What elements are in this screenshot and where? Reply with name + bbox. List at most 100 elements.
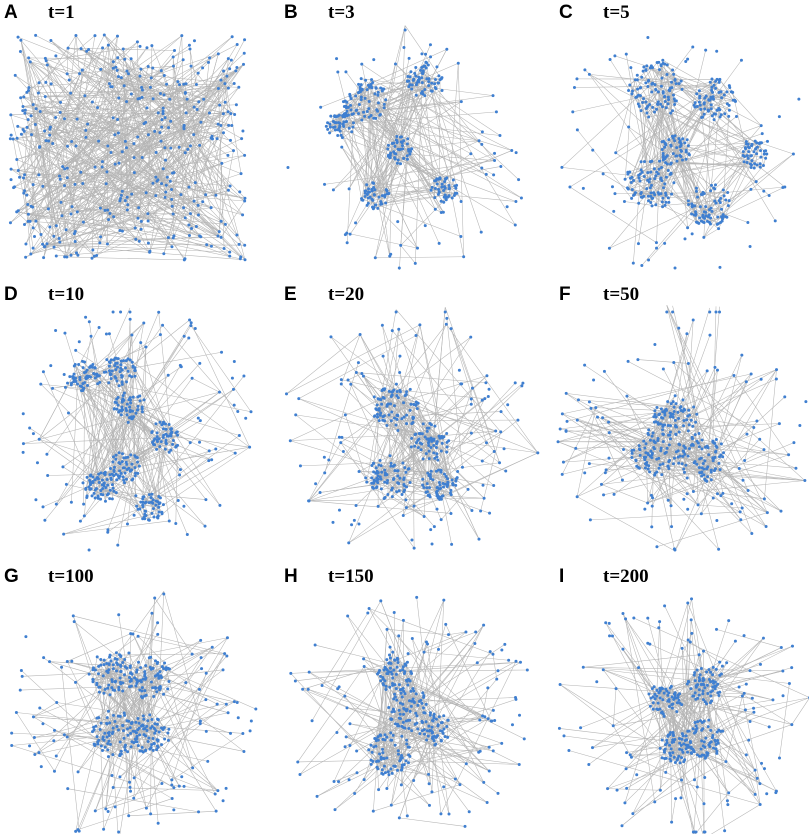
graph-node [243, 258, 246, 261]
graph-node [708, 334, 711, 337]
graph-node [380, 471, 383, 474]
graph-node [325, 125, 328, 128]
graph-node [114, 401, 117, 404]
graph-node [409, 481, 412, 484]
graph-node [47, 139, 50, 142]
graph-edge [449, 186, 515, 225]
graph-node [602, 172, 605, 175]
graph-node [126, 403, 129, 406]
graph-node [393, 404, 396, 407]
graph-node [377, 101, 380, 104]
graph-node [340, 436, 343, 439]
graph-node [190, 227, 193, 230]
graph-node [459, 382, 462, 385]
graph-node [445, 323, 448, 326]
graph-node [198, 234, 201, 237]
graph-node [792, 441, 795, 444]
graph-node [357, 522, 360, 525]
graph-node [167, 374, 170, 377]
graph-node [714, 456, 717, 459]
graph-node [666, 400, 669, 403]
graph-node [405, 506, 408, 509]
graph-node [434, 208, 437, 211]
graph-node [394, 424, 397, 427]
graph-node [9, 221, 12, 224]
graph-node [163, 74, 166, 77]
graph-node [710, 86, 713, 89]
graph-node [126, 208, 129, 211]
network-graph [0, 0, 260, 270]
graph-node [117, 411, 120, 414]
graph-node [10, 178, 13, 181]
graph-node [469, 336, 472, 339]
graph-node [430, 470, 433, 473]
graph-node [430, 189, 433, 192]
graph-node [210, 458, 213, 461]
graph-node [366, 193, 369, 196]
graph-node [223, 82, 226, 85]
graph-node [122, 394, 125, 397]
graph-node [29, 60, 32, 63]
graph-node [710, 471, 713, 474]
graph-node [66, 145, 69, 148]
graph-node [630, 456, 633, 459]
graph-edge [64, 521, 170, 534]
graph-node [414, 262, 417, 265]
graph-node [745, 433, 748, 436]
graph-node [492, 484, 495, 487]
graph-node [792, 152, 795, 155]
graph-node [45, 139, 48, 142]
graph-node [677, 462, 680, 465]
graph-node [143, 398, 146, 401]
network-graph [0, 282, 260, 552]
graph-node [338, 114, 341, 117]
graph-node [503, 447, 506, 450]
graph-node [673, 406, 676, 409]
graph-node [645, 464, 648, 467]
graph-node [140, 228, 143, 231]
graph-node [395, 490, 398, 493]
graph-node [714, 451, 717, 454]
graph-node [702, 236, 705, 239]
graph-node [58, 237, 61, 240]
graph-node [219, 124, 222, 127]
graph-node [164, 159, 167, 162]
graph-node [341, 114, 344, 117]
graph-node [243, 154, 246, 157]
graph-edge [309, 498, 484, 501]
graph-node [702, 468, 705, 471]
graph-node [440, 471, 443, 474]
graph-node [180, 365, 183, 368]
graph-node [450, 543, 453, 546]
graph-node [115, 478, 118, 481]
graph-node [158, 445, 161, 448]
graph-node [711, 91, 714, 94]
graph-node [242, 63, 245, 66]
graph-node [125, 409, 128, 412]
graph-node [673, 410, 676, 413]
graph-node [688, 423, 691, 426]
graph-edge [562, 408, 596, 475]
graph-node [485, 173, 488, 176]
graph-node [361, 199, 364, 202]
graph-node [694, 421, 697, 424]
graph-node [675, 146, 678, 149]
graph-edge [169, 452, 206, 499]
graph-node [120, 194, 123, 197]
graph-node [635, 95, 638, 98]
graph-node [687, 455, 690, 458]
graph-node [120, 376, 123, 379]
graph-node [93, 34, 96, 37]
graph-node [73, 232, 76, 235]
graph-node [494, 430, 497, 433]
graph-node [766, 140, 769, 143]
graph-node [378, 419, 381, 422]
graph-node [372, 462, 375, 465]
graph-node [121, 369, 124, 372]
graph-node [648, 103, 651, 106]
graph-node [441, 89, 444, 92]
graph-node [660, 447, 663, 450]
graph-node [329, 115, 332, 118]
graph-node [430, 437, 433, 440]
graph-node [179, 193, 182, 196]
